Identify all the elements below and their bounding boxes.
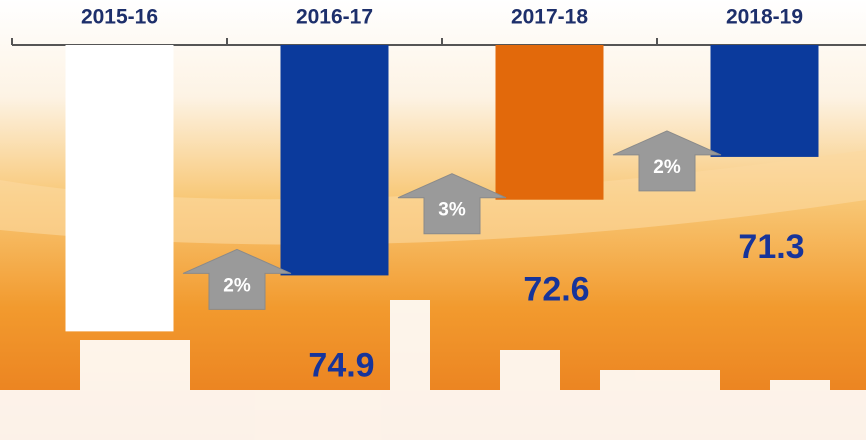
change-arrow <box>397 173 507 235</box>
axis-ticks <box>11 38 658 45</box>
bar <box>710 45 819 157</box>
value-label: 71.3 <box>738 228 804 266</box>
change-arrow <box>182 248 292 310</box>
x-tick-label: 2015-16 <box>81 6 158 29</box>
skyline <box>0 300 866 440</box>
value-label: 72.6 <box>523 271 589 309</box>
change-label: 2% <box>653 157 681 178</box>
change-label: 2% <box>223 275 251 296</box>
bar <box>65 45 174 332</box>
x-tick-label: 2018-19 <box>726 6 803 29</box>
bar <box>280 45 389 276</box>
x-tick-label: 2017-18 <box>511 6 588 29</box>
bar <box>495 45 604 200</box>
change-label: 3% <box>438 200 466 221</box>
x-tick-label: 2016-17 <box>296 6 373 29</box>
value-label: 74.9 <box>308 346 374 384</box>
change-arrow <box>612 130 722 192</box>
